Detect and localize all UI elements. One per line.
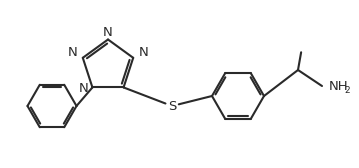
Text: N: N: [103, 26, 113, 38]
Text: 2: 2: [345, 86, 350, 95]
Text: N: N: [79, 82, 89, 95]
Text: NH: NH: [329, 79, 349, 93]
Text: N: N: [138, 46, 148, 59]
Text: N: N: [68, 46, 78, 59]
Text: S: S: [168, 99, 176, 113]
